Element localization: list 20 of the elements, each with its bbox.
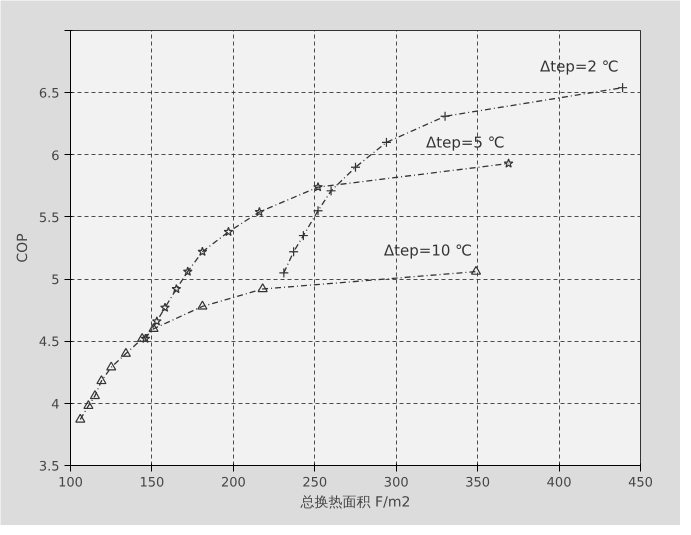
y-tick-label: 6	[51, 148, 60, 164]
y-tick-label: 3.5	[38, 460, 60, 474]
x-tick-label: 450	[628, 476, 653, 490]
series-label: Δtep=10 ℃	[384, 242, 472, 260]
y-axis-title: COP	[14, 233, 31, 263]
x-tick-label: 400	[546, 476, 572, 490]
y-tick-label: 4.5	[38, 335, 60, 350]
x-tick-label: 150	[140, 476, 164, 490]
x-tick-label: 100	[58, 476, 83, 490]
y-tick-label: 5	[51, 273, 60, 288]
series-label: Δtep=5 ℃	[426, 133, 505, 152]
series-label: Δtep=2 ℃	[540, 58, 619, 76]
x-tick-label: 250	[302, 476, 328, 490]
y-tick-label: 4	[51, 397, 60, 412]
x-tick-label: 300	[384, 476, 409, 490]
y-tick-label: 5.5	[38, 210, 60, 226]
x-tick-label: 200	[220, 476, 246, 490]
y-tick-label: 6.5	[38, 86, 60, 102]
x-axis-title: 总换热面积 F/m2	[300, 494, 410, 510]
x-tick-label: 350	[465, 476, 490, 490]
